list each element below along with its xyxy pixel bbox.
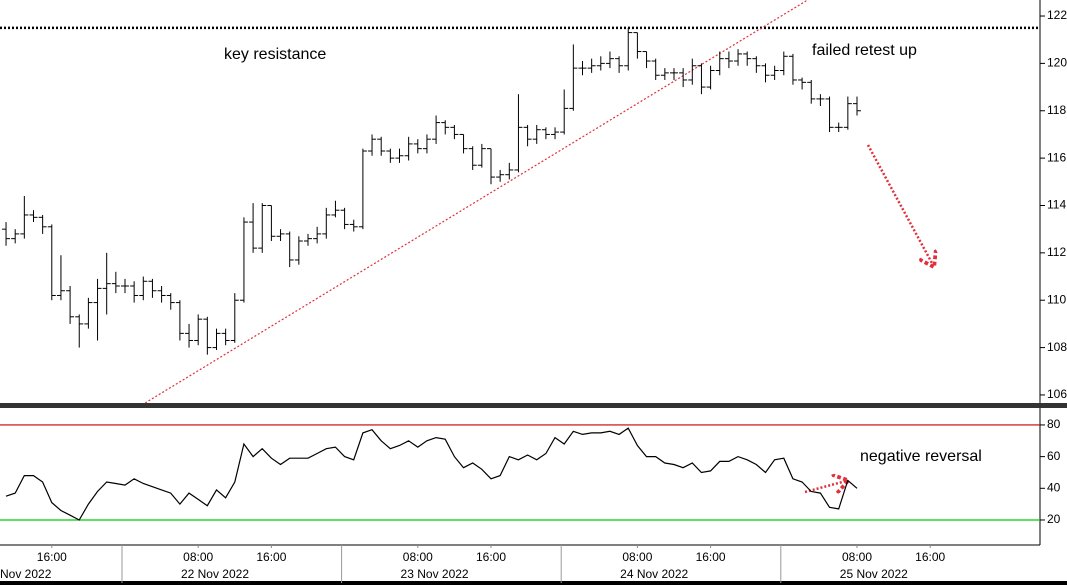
y-tick-label: 112	[1047, 245, 1066, 259]
x-tick-label: 16:00	[915, 550, 945, 564]
trendline	[144, 0, 809, 404]
y-tick-label: 40	[1047, 480, 1061, 494]
date-label: 24 Nov 2022	[620, 567, 688, 581]
y-tick-label: 80	[1047, 417, 1061, 431]
annotation: key resistance	[224, 46, 326, 63]
x-tick-label: 08:00	[183, 550, 213, 564]
y-tick-label: 108	[1047, 340, 1067, 354]
x-tick-label: 08:00	[403, 550, 433, 564]
date-label: 23 Nov 2022	[401, 567, 469, 581]
x-tick-label: 16:00	[37, 550, 67, 564]
y-tick-label: 106	[1047, 387, 1067, 401]
date-label: 22 Nov 2022	[181, 567, 249, 581]
y-tick-label: 118	[1047, 103, 1066, 117]
x-tick-label: 16:00	[476, 550, 506, 564]
x-tick-label: 08:00	[622, 550, 652, 564]
date-label: Nov 2022	[0, 567, 52, 581]
arrow	[866, 144, 933, 265]
y-tick-label: 60	[1047, 449, 1061, 463]
y-tick-label: 116	[1047, 150, 1066, 164]
annotation: negative reversal	[860, 448, 982, 465]
x-tick-label: 08:00	[842, 550, 872, 564]
x-tick-label: 16:00	[256, 550, 286, 564]
x-tick-label: 16:00	[696, 550, 726, 564]
y-tick-label: 110	[1047, 292, 1066, 306]
panel-divider	[0, 403, 1067, 408]
date-label: 25 Nov 2022	[840, 567, 908, 581]
y-tick-label: 114	[1047, 198, 1066, 212]
rsi-line	[5, 427, 858, 521]
arrow	[804, 481, 846, 492]
annotation: failed retest up	[812, 42, 917, 59]
y-tick-label: 20	[1047, 512, 1061, 526]
y-tick-label: 120	[1047, 56, 1067, 70]
y-tick-label: 122	[1047, 8, 1067, 22]
